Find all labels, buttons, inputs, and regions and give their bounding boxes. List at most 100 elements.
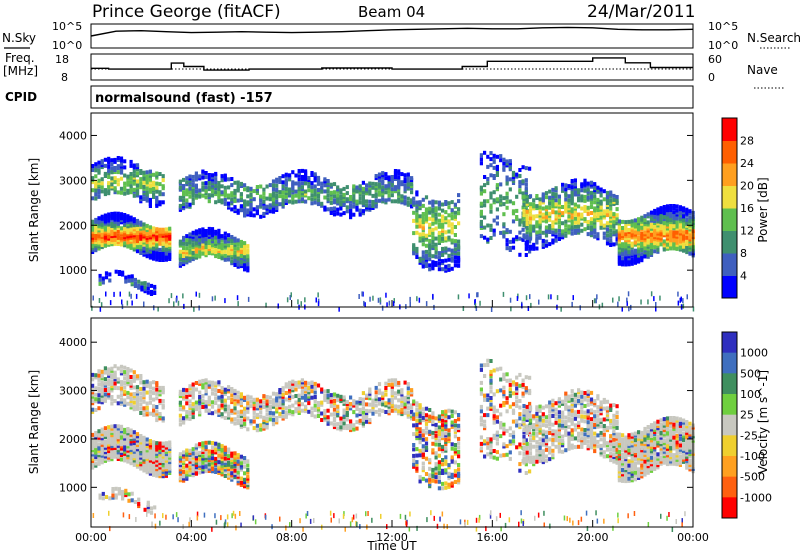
power-cell bbox=[418, 297, 421, 303]
power-cell bbox=[656, 227, 660, 232]
power-cell bbox=[284, 198, 288, 203]
power-cell bbox=[223, 241, 227, 246]
power-cell bbox=[564, 219, 568, 224]
power-cell bbox=[137, 279, 141, 284]
power-cell bbox=[126, 300, 129, 306]
velocity-cell bbox=[390, 391, 394, 396]
velocity-cell bbox=[349, 419, 353, 424]
velocity-cell bbox=[437, 475, 441, 480]
velocity-cell bbox=[161, 467, 165, 472]
velocity-cell bbox=[310, 411, 314, 415]
velocity-cell bbox=[406, 382, 410, 387]
velocity-cell bbox=[377, 397, 382, 402]
power-cell bbox=[390, 189, 394, 194]
velocity-cell bbox=[457, 471, 461, 476]
velocity-cell bbox=[447, 463, 451, 468]
velocity-cell bbox=[132, 452, 136, 456]
velocity-cell bbox=[268, 417, 272, 422]
power-cell bbox=[492, 198, 496, 203]
power-cell bbox=[227, 257, 231, 262]
velocity-cell bbox=[129, 392, 133, 397]
velocity-cell bbox=[149, 510, 154, 515]
velocity-cell bbox=[355, 400, 359, 405]
velocity-cell bbox=[91, 432, 95, 437]
velocity-cell bbox=[185, 452, 189, 457]
velocity-cell bbox=[246, 485, 250, 490]
power-cell bbox=[182, 198, 186, 203]
velocity-cell bbox=[129, 461, 133, 466]
velocity-cell bbox=[412, 443, 416, 447]
velocity-cell bbox=[271, 404, 276, 409]
velocity-cell bbox=[132, 443, 136, 448]
velocity-cell bbox=[220, 388, 224, 393]
velocity-cell bbox=[339, 425, 343, 430]
velocity-cell bbox=[355, 404, 359, 409]
power-cell bbox=[495, 197, 499, 202]
velocity-cell bbox=[262, 426, 266, 431]
velocity-cell bbox=[132, 385, 136, 390]
power-cell bbox=[415, 220, 419, 225]
velocity-cell bbox=[450, 459, 454, 464]
velocity-cell bbox=[434, 442, 438, 447]
velocity-cell bbox=[142, 393, 146, 398]
velocity-cell bbox=[390, 389, 394, 394]
velocity-cell bbox=[113, 399, 117, 403]
velocity-cell bbox=[457, 476, 461, 481]
velocity-cell bbox=[161, 385, 165, 390]
power-cell bbox=[381, 305, 384, 311]
power-cell bbox=[291, 170, 295, 175]
velocity-cell bbox=[336, 404, 340, 409]
velocity-cell bbox=[103, 398, 107, 403]
velocity-cell bbox=[371, 403, 375, 407]
power-cell bbox=[129, 180, 133, 185]
power-cell bbox=[139, 240, 143, 245]
power-cell bbox=[158, 247, 162, 252]
velocity-cell bbox=[97, 397, 101, 402]
velocity-cell bbox=[243, 408, 247, 413]
velocity-cell bbox=[126, 453, 130, 458]
power-cell bbox=[511, 245, 516, 250]
velocity-cell bbox=[135, 385, 140, 390]
velocity-cell bbox=[246, 396, 250, 401]
power-cell bbox=[100, 302, 103, 308]
velocity-cell bbox=[406, 414, 410, 419]
power-cell bbox=[521, 237, 525, 242]
velocity-cell bbox=[284, 382, 288, 387]
velocity-cell bbox=[265, 408, 269, 413]
velocity-cell bbox=[110, 455, 114, 459]
velocity-cell bbox=[233, 421, 237, 426]
velocity-cell bbox=[94, 439, 98, 444]
velocity-cell bbox=[178, 407, 182, 412]
velocity-cell bbox=[390, 402, 394, 407]
power-cell bbox=[135, 249, 140, 254]
velocity-cell bbox=[135, 400, 140, 405]
velocity-cell bbox=[294, 400, 298, 405]
velocity-cell bbox=[424, 415, 429, 420]
power-cell bbox=[492, 232, 496, 237]
velocity-cell bbox=[194, 458, 198, 463]
velocity-cell bbox=[182, 469, 186, 474]
velocity-cell bbox=[182, 390, 186, 395]
power-cell bbox=[428, 239, 432, 243]
power-cell bbox=[148, 225, 152, 230]
power-cell bbox=[586, 226, 590, 230]
velocity-cell bbox=[155, 413, 159, 418]
power-cell bbox=[412, 218, 416, 223]
velocity-cell bbox=[230, 471, 234, 476]
velocity-cell bbox=[495, 408, 499, 413]
velocity-cell bbox=[100, 453, 104, 458]
velocity-cell bbox=[220, 450, 224, 455]
power-cell bbox=[355, 185, 359, 190]
power-cell bbox=[495, 207, 499, 212]
velocity-cell bbox=[168, 455, 172, 460]
power-cell bbox=[505, 199, 509, 204]
velocity-cell bbox=[434, 475, 438, 480]
power-cell bbox=[548, 205, 552, 210]
power-cell bbox=[675, 218, 679, 223]
power-cell bbox=[577, 224, 581, 229]
velocity-cell bbox=[132, 462, 136, 467]
power-cell bbox=[278, 202, 282, 207]
power-cell bbox=[110, 242, 114, 247]
power-cell bbox=[191, 183, 195, 187]
velocity-cell bbox=[129, 456, 133, 461]
